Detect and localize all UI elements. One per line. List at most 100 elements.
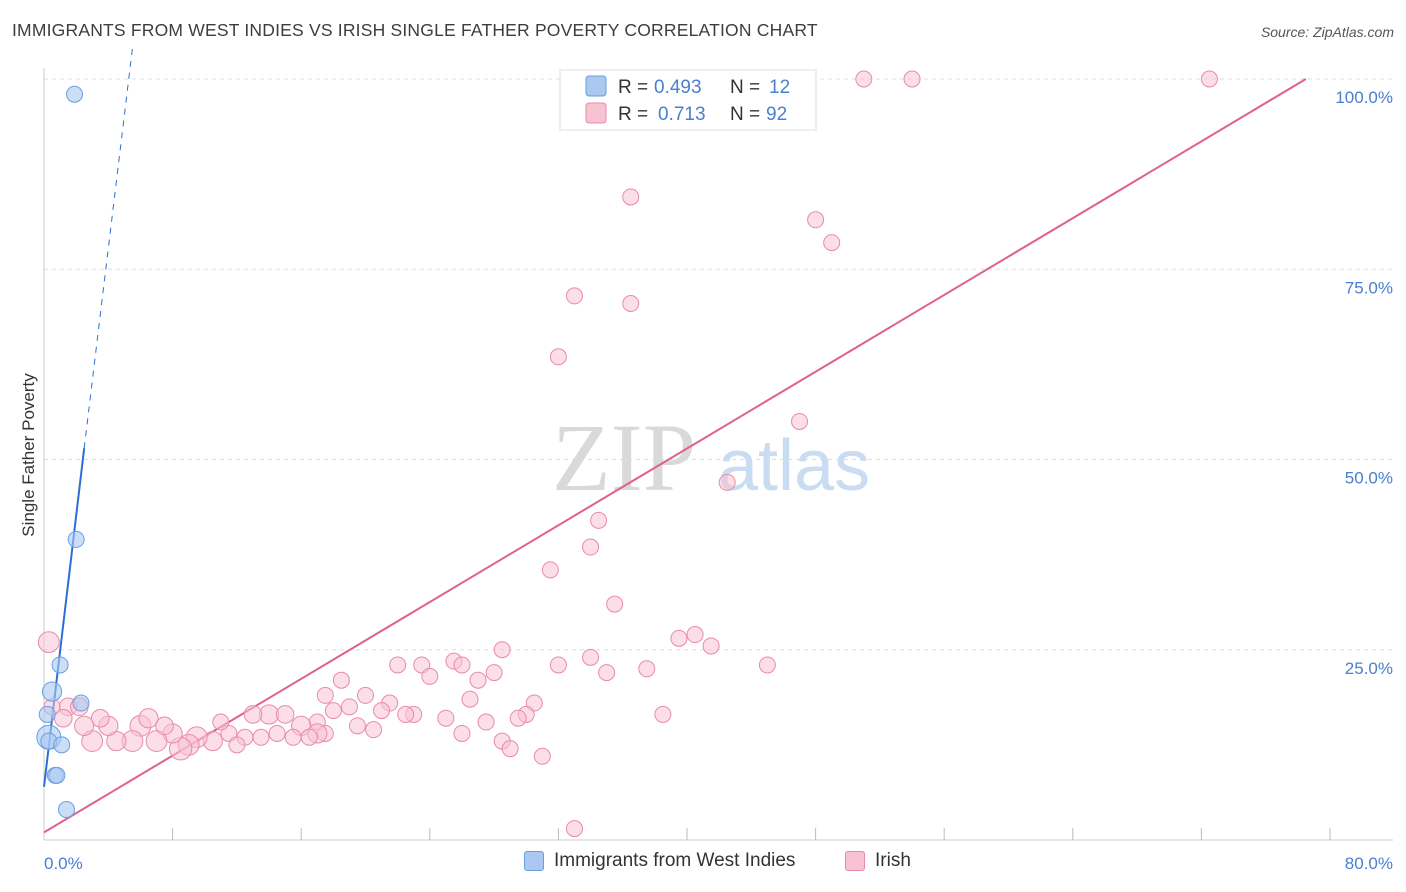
data-point-irish: [823, 234, 841, 252]
data-point-irish: [268, 724, 286, 742]
legend-n-label: N =: [730, 104, 760, 125]
data-point-irish: [718, 473, 736, 491]
data-point-irish: [145, 730, 168, 752]
data-point-irish: [670, 629, 688, 647]
legend-n-value-pink: 92: [766, 104, 787, 125]
data-point-irish: [501, 740, 519, 758]
legend-r-value-pink: 0.713: [658, 104, 706, 125]
data-point-west-indies: [51, 656, 69, 674]
data-point-irish: [74, 715, 95, 736]
data-point-irish: [316, 686, 334, 704]
y-tick-label: 100.0%: [1335, 88, 1393, 107]
data-point-west-indies: [72, 694, 90, 712]
data-point-irish: [702, 637, 720, 655]
data-point-irish: [582, 648, 600, 666]
legend-r-label: R =: [618, 77, 648, 98]
data-point-irish: [469, 671, 487, 689]
data-point-irish: [565, 287, 583, 305]
data-point-irish: [549, 348, 567, 366]
bottom-legend-pink: Irish: [845, 850, 911, 872]
y-tick-label: 50.0%: [1345, 469, 1393, 488]
data-point-irish: [453, 724, 471, 742]
data-point-irish: [243, 705, 263, 724]
x-tick-label-max: 80.0%: [1345, 854, 1393, 873]
data-point-irish: [397, 705, 415, 723]
data-point-irish: [549, 656, 567, 674]
data-point-irish: [654, 705, 672, 723]
data-point-irish: [461, 690, 479, 708]
data-point-irish: [275, 705, 295, 724]
legend-box: R = 0.493 N = 12 R = 0.713 N = 92: [559, 69, 817, 131]
bottom-legend-label-pink: Irish: [875, 850, 911, 871]
data-point-irish: [686, 626, 704, 644]
y-tick-label: 25.0%: [1345, 659, 1393, 678]
trend-line-irish: [43, 78, 1307, 834]
data-point-irish: [509, 709, 527, 727]
data-point-irish: [258, 704, 280, 725]
data-point-irish: [622, 294, 640, 312]
data-point-irish: [582, 538, 600, 556]
watermark: ZIP atlas: [552, 404, 870, 511]
data-point-irish: [565, 820, 583, 838]
watermark-atlas: atlas: [718, 426, 870, 506]
grid-lines: [44, 78, 1393, 651]
data-point-west-indies: [38, 705, 56, 723]
data-point-irish: [365, 721, 383, 739]
y-axis-label: Single Father Poverty: [19, 373, 38, 537]
data-point-irish: [1200, 70, 1218, 88]
bottom-legend-label-blue: Immigrants from West Indies: [554, 850, 796, 871]
data-point-irish: [758, 656, 776, 674]
data-point-irish: [590, 511, 608, 529]
data-point-irish: [138, 708, 159, 729]
data-points: [36, 70, 1218, 838]
data-point-west-indies: [53, 736, 71, 754]
data-point-irish: [903, 70, 921, 88]
trend-line-west-indies-extension: [83, 48, 133, 449]
data-point-irish: [855, 70, 873, 88]
x-tick-label-min: 0.0%: [44, 854, 83, 873]
data-point-west-indies: [67, 530, 85, 548]
legend-r-value-blue: 0.493: [654, 77, 702, 98]
data-point-irish: [37, 631, 60, 654]
data-point-irish: [485, 664, 503, 682]
legend-swatch-pink: [585, 102, 607, 124]
bottom-legend-swatch-pink: [845, 851, 865, 871]
data-point-west-indies: [66, 85, 84, 103]
data-point-irish: [348, 717, 366, 735]
source-label: Source: ZipAtlas.com: [1260, 24, 1394, 40]
data-point-irish: [389, 656, 407, 674]
y-tick-labels: 25.0% 50.0% 75.0% 100.0%: [1335, 88, 1393, 678]
data-point-irish: [332, 671, 350, 689]
data-point-irish: [340, 698, 358, 716]
data-point-irish: [606, 595, 624, 613]
bottom-legend-blue: Immigrants from West Indies: [524, 850, 795, 872]
watermark-zip: ZIP: [552, 404, 696, 511]
data-point-irish: [791, 412, 809, 430]
data-point-irish: [541, 561, 559, 579]
data-point-irish: [357, 686, 374, 704]
data-point-irish: [638, 660, 656, 678]
data-point-irish: [493, 641, 511, 659]
data-point-irish: [300, 728, 318, 746]
data-point-irish: [373, 702, 391, 720]
data-point-irish: [90, 708, 110, 728]
data-point-irish: [421, 667, 439, 685]
data-point-irish: [477, 713, 495, 731]
data-point-irish: [807, 211, 825, 229]
data-point-irish: [155, 716, 174, 736]
data-point-irish: [284, 728, 302, 746]
y-tick-label: 75.0%: [1345, 278, 1393, 297]
data-point-irish: [533, 747, 551, 765]
data-point-west-indies: [58, 801, 76, 819]
bottom-legend-swatch-blue: [524, 851, 544, 871]
data-point-irish: [453, 656, 471, 674]
legend-swatch-blue: [585, 75, 607, 97]
data-point-irish: [212, 713, 230, 731]
data-point-irish: [437, 709, 455, 727]
data-point-west-indies: [48, 766, 66, 784]
data-point-irish: [252, 728, 270, 746]
data-point-irish: [598, 664, 616, 682]
chart-title: IMMIGRANTS FROM WEST INDIES VS IRISH SIN…: [12, 20, 818, 40]
legend-n-label: N =: [730, 77, 760, 98]
